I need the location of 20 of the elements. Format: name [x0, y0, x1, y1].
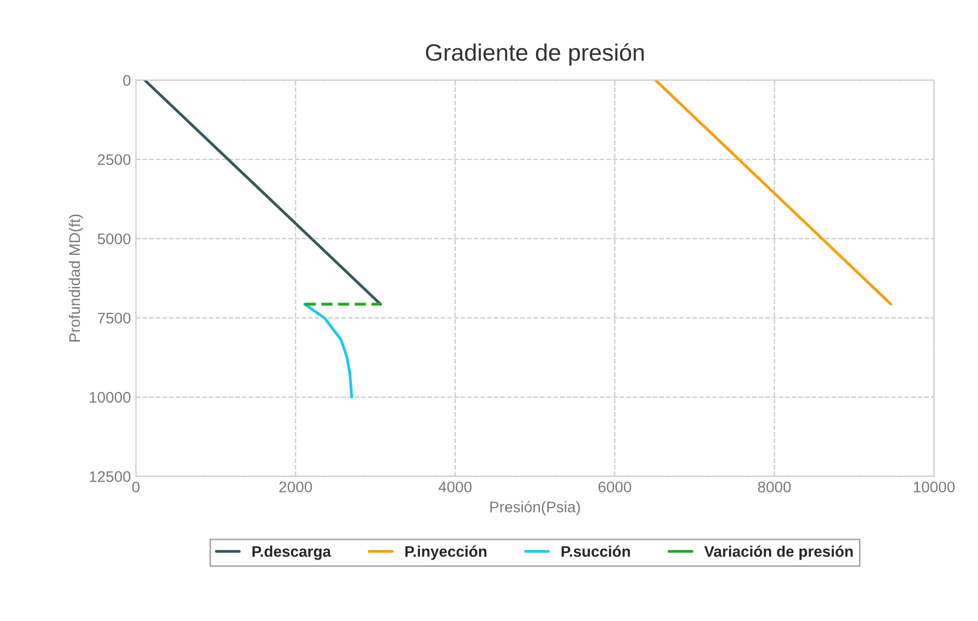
y-tick-label: 10000: [90, 392, 130, 403]
y-tick-label: 0: [123, 74, 130, 86]
x-tick-label: 8000: [758, 482, 791, 492]
chart-title: Gradiente de presión: [426, 43, 644, 66]
legend-label: Variación de presión: [704, 546, 853, 560]
x-tick-label: 4000: [438, 482, 472, 492]
x-tick-label: 2000: [279, 482, 312, 492]
x-tick-label: 0: [132, 482, 140, 492]
y-tick-label: 7500: [98, 312, 130, 324]
line-series: [303, 302, 354, 398]
y-axis-title: Profundidad MD(ft): [68, 214, 84, 342]
x-tick-label: 6000: [598, 482, 632, 492]
legend-label: P.succión: [562, 546, 630, 557]
y-tick-label: 2500: [98, 154, 130, 166]
x-tick-label: 10000: [914, 482, 955, 492]
y-tick-label: 12500: [90, 471, 130, 482]
legend-label: P.descarga: [252, 546, 332, 560]
x-axis-title: Presión(Psia): [490, 500, 580, 516]
legend-label: P.inyección: [405, 546, 486, 560]
y-tick-label: 5000: [98, 233, 130, 244]
